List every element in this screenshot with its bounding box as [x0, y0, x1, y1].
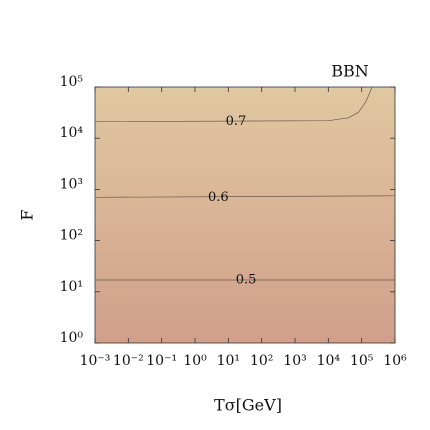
- annotation: BBN: [331, 62, 369, 81]
- y-tick-label: 10⁴: [60, 125, 84, 141]
- y-tick-label: 10³: [60, 176, 83, 192]
- contour-line: [94, 86, 373, 123]
- y-axis-label: F: [18, 209, 37, 220]
- x-tick-label: 10³: [283, 353, 306, 369]
- contour-line: [94, 195, 396, 198]
- x-tick-label: 10⁻³: [80, 353, 111, 369]
- x-tick-label: 10⁻²: [113, 353, 144, 369]
- x-tick-label: 10⁶: [383, 353, 407, 369]
- plot-area: [94, 86, 396, 344]
- y-tick-label: 10⁵: [60, 74, 84, 90]
- contour-label: 0.6: [208, 190, 229, 205]
- x-tick-label: 10²: [250, 353, 273, 369]
- y-tick-label: 10¹: [60, 279, 83, 295]
- x-tick-label: 10⁰: [183, 353, 207, 369]
- contour-label: 0.5: [236, 273, 257, 288]
- x-axis-label: Tσ[GeV]: [214, 396, 282, 415]
- x-tick-label: 10⁴: [317, 353, 341, 369]
- x-tick-label: 10⁵: [350, 353, 374, 369]
- contour-label: 0.7: [226, 114, 247, 129]
- y-tick-label: 10²: [60, 228, 83, 244]
- y-tick-label: 10⁰: [60, 330, 84, 346]
- x-tick-label: 10¹: [217, 353, 240, 369]
- x-tick-label: 10⁻¹: [146, 353, 177, 369]
